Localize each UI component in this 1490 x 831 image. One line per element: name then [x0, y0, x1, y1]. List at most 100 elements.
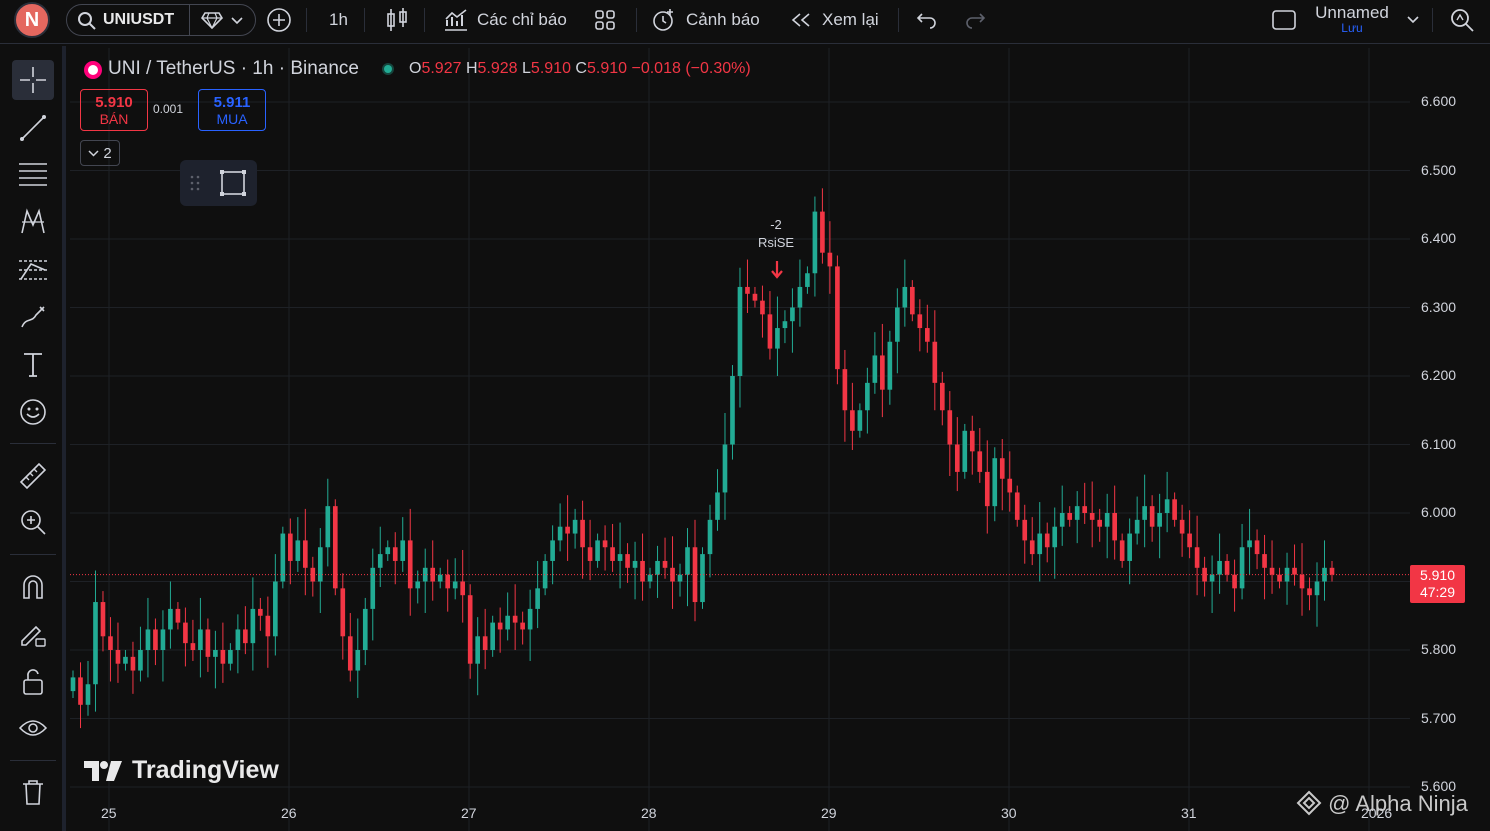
candle-body: [1074, 506, 1080, 520]
tradingview-logo-icon: [84, 760, 122, 781]
alerts-label: Cảnh báo: [686, 10, 760, 29]
lock-all-tool[interactable]: [12, 662, 54, 702]
candle-body: [198, 629, 203, 650]
candlestick-chart[interactable]: [70, 48, 1490, 831]
undo-button[interactable]: [916, 0, 938, 40]
candle-body: [872, 355, 878, 383]
layout-name[interactable]: Unnamed Lưu: [1308, 3, 1396, 35]
symbol-title[interactable]: UNI / TetherUS · 1h · Binance: [108, 58, 359, 79]
drag-handle-icon[interactable]: [190, 174, 200, 192]
buy-button[interactable]: 5.911 MUA: [198, 89, 266, 131]
legend-collapse-button[interactable]: 2: [80, 140, 120, 166]
candle-body: [1037, 533, 1043, 555]
indicators-button[interactable]: Các chỉ báo: [443, 0, 567, 40]
symbol-search[interactable]: UNIUSDT: [66, 4, 256, 36]
alerts-button[interactable]: Cảnh báo: [651, 0, 760, 40]
candle-body: [527, 608, 533, 630]
emoji-tool[interactable]: [12, 392, 54, 432]
trend-line-tool[interactable]: [12, 108, 54, 148]
candle-body: [745, 286, 750, 294]
remove-drawings-tool[interactable]: [12, 772, 54, 812]
spread-value: 0.001: [153, 102, 184, 116]
candles-icon: [387, 8, 407, 31]
logo-text: TradingView: [132, 756, 279, 784]
brush-tool[interactable]: [12, 298, 54, 338]
sell-button[interactable]: 5.910 BÁN: [80, 89, 148, 131]
candle-body: [123, 656, 128, 664]
replay-label: Xem lại: [822, 10, 879, 29]
hide-tool[interactable]: [12, 708, 54, 748]
candle-body: [902, 286, 908, 308]
forecast-tool[interactable]: [12, 250, 54, 290]
candle-body: [857, 410, 863, 431]
zoom-in-icon: [21, 510, 46, 535]
signal-label: RsiSE: [757, 235, 795, 250]
candle-body: [842, 369, 848, 411]
candle-body: [220, 650, 226, 664]
fib-tool[interactable]: [12, 154, 54, 194]
candle-body: [235, 629, 241, 650]
watermark-text: @ Alpha Ninja: [1328, 791, 1468, 816]
candle-body: [138, 650, 143, 671]
measure-tool[interactable]: [12, 456, 54, 496]
candle-body: [93, 602, 98, 685]
lock-drawing-tool[interactable]: [12, 614, 54, 654]
candle-body: [130, 656, 136, 671]
signal-annotation[interactable]: -2 RsiSE: [752, 216, 800, 252]
price-chart[interactable]: [70, 48, 1490, 831]
trash-icon: [23, 780, 43, 805]
candle-body: [1014, 492, 1020, 520]
candle-body: [1209, 574, 1215, 582]
chevron-down-icon[interactable]: [1407, 16, 1419, 24]
templates-button[interactable]: [594, 0, 616, 40]
rectangle-select-icon[interactable]: [218, 168, 248, 198]
user-avatar[interactable]: N: [14, 2, 50, 38]
diamond-icon[interactable]: [201, 11, 223, 29]
candle-body: [347, 636, 353, 671]
layout-button[interactable]: [1271, 0, 1297, 40]
pattern-icon: [21, 208, 45, 234]
zoom-tool[interactable]: [12, 502, 54, 542]
candle-body: [1112, 513, 1117, 541]
forecast-icon: [19, 260, 47, 280]
chevron-down-icon: [88, 149, 99, 157]
candle-body: [625, 554, 630, 568]
candle-body: [400, 540, 406, 561]
price-tick-label: 6.000: [1421, 504, 1457, 520]
search-icon[interactable]: [1449, 7, 1475, 33]
candle-body: [258, 608, 263, 616]
candle-body: [168, 608, 173, 630]
candle-body: [835, 266, 840, 370]
candle-body: [954, 444, 960, 472]
candle-body: [1052, 526, 1058, 548]
compare-button[interactable]: [266, 0, 292, 40]
chevron-down-icon[interactable]: [231, 17, 243, 25]
pattern-tool[interactable]: [12, 202, 54, 242]
candle-body: [385, 547, 391, 555]
chart-type-button[interactable]: [385, 0, 409, 40]
crosshair-tool[interactable]: [12, 60, 54, 100]
price-tick-label: 6.600: [1421, 93, 1457, 109]
candle-body: [295, 540, 301, 561]
price-tick-label: 5.700: [1421, 709, 1457, 726]
magnet-tool[interactable]: [12, 566, 54, 606]
candle-body: [1314, 581, 1320, 596]
candle-body: [700, 554, 705, 603]
replay-button[interactable]: Xem lại: [789, 0, 879, 40]
candle-body: [490, 622, 495, 650]
candle-body: [550, 540, 555, 561]
candle-body: [1247, 540, 1252, 548]
candle-body: [430, 567, 436, 582]
sell-signal-arrow-icon: [771, 261, 783, 279]
tradingview-logo[interactable]: TradingView: [84, 756, 279, 785]
interval-button[interactable]: 1h: [329, 0, 348, 40]
redo-button[interactable]: [964, 0, 986, 40]
ruler-icon: [19, 462, 47, 490]
text-tool[interactable]: [12, 344, 54, 384]
candle-body: [1179, 519, 1185, 534]
candle-body: [1239, 547, 1245, 589]
price-tick-label: 6.200: [1421, 367, 1457, 383]
candle-body: [1029, 540, 1035, 555]
candle-body: [1142, 506, 1147, 520]
candle-body: [190, 643, 196, 650]
